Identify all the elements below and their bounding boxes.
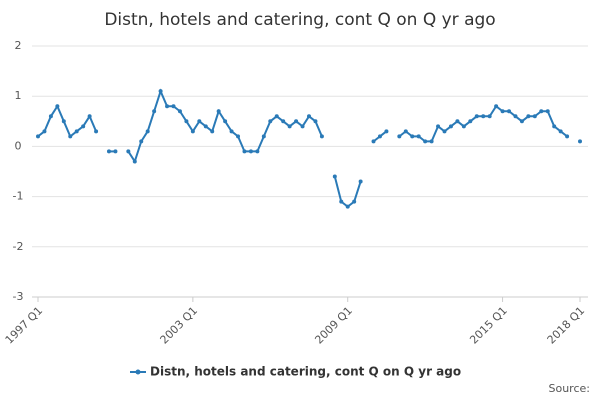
point	[448, 124, 453, 129]
point	[436, 124, 441, 129]
point	[539, 109, 544, 114]
point	[113, 149, 118, 154]
point	[261, 134, 266, 139]
point	[36, 134, 40, 139]
point	[519, 119, 524, 124]
point	[274, 114, 279, 119]
point	[68, 134, 73, 139]
point	[223, 119, 228, 124]
point	[106, 149, 111, 154]
point	[255, 149, 260, 154]
point	[190, 129, 195, 134]
point	[474, 114, 479, 119]
point	[126, 149, 131, 154]
y-tick-label: -3	[13, 290, 24, 303]
point	[203, 124, 208, 129]
point	[339, 199, 344, 204]
line	[37, 104, 97, 138]
point	[287, 124, 292, 129]
point	[158, 89, 163, 94]
point	[416, 134, 421, 139]
line	[333, 176, 362, 208]
point	[197, 119, 202, 124]
point	[55, 104, 60, 109]
point	[313, 119, 318, 124]
point	[242, 149, 247, 154]
point	[307, 114, 311, 119]
point	[526, 114, 531, 119]
point	[429, 139, 434, 144]
x-tick-label: 2009 Q1	[312, 304, 355, 347]
point	[294, 119, 299, 124]
x-tick-label: 1997 Q1	[3, 304, 46, 347]
x-tick-label: 2018 Q1	[545, 304, 588, 347]
legend-marker	[135, 369, 141, 375]
point	[371, 139, 376, 144]
point	[94, 129, 99, 134]
point	[152, 109, 157, 114]
point	[145, 129, 150, 134]
point	[352, 199, 357, 204]
point	[565, 134, 570, 139]
point	[184, 119, 189, 124]
point	[87, 114, 92, 119]
point	[578, 139, 582, 144]
point	[377, 134, 382, 139]
point	[468, 119, 473, 124]
y-tick-label: 0	[15, 139, 22, 152]
y-tick-label: -2	[13, 240, 24, 253]
point	[281, 119, 286, 124]
point	[229, 129, 234, 134]
point	[345, 204, 350, 209]
point	[410, 134, 415, 139]
point	[513, 114, 518, 119]
source: Source:	[549, 382, 591, 395]
point	[319, 134, 324, 139]
point	[171, 104, 176, 109]
point	[81, 124, 86, 129]
point	[165, 104, 170, 109]
point	[48, 114, 53, 119]
x-tick-label: 2003 Q1	[158, 304, 201, 347]
chart-title: Distn, hotels and catering, cont Q on Q …	[104, 10, 495, 30]
y-tick-label: 1	[15, 89, 22, 102]
point	[384, 129, 389, 134]
point	[358, 179, 363, 184]
point	[403, 129, 408, 134]
point	[132, 159, 137, 164]
point	[442, 129, 447, 134]
point	[177, 109, 182, 114]
point	[300, 124, 305, 129]
point	[494, 104, 499, 109]
x-tick-label: 2015 Q1	[467, 304, 510, 347]
point	[236, 134, 241, 139]
point	[423, 139, 428, 144]
point	[61, 119, 66, 124]
point	[74, 129, 79, 134]
point	[558, 129, 563, 134]
point	[268, 119, 273, 124]
point	[455, 119, 460, 124]
point	[248, 149, 253, 154]
point	[42, 129, 47, 134]
point	[552, 124, 557, 129]
point	[397, 134, 402, 139]
point	[210, 129, 215, 134]
point	[507, 109, 512, 114]
point	[487, 114, 492, 119]
point	[461, 124, 466, 129]
point	[532, 114, 537, 119]
point	[332, 174, 337, 179]
y-tick-label: -1	[13, 190, 24, 203]
point	[139, 139, 144, 144]
line	[127, 88, 323, 164]
point	[216, 109, 221, 114]
legend-label: Distn, hotels and catering, cont Q on Q …	[150, 365, 461, 379]
point	[500, 109, 505, 114]
point	[481, 114, 486, 119]
y-tick-label: 2	[15, 39, 22, 52]
point	[545, 109, 550, 114]
